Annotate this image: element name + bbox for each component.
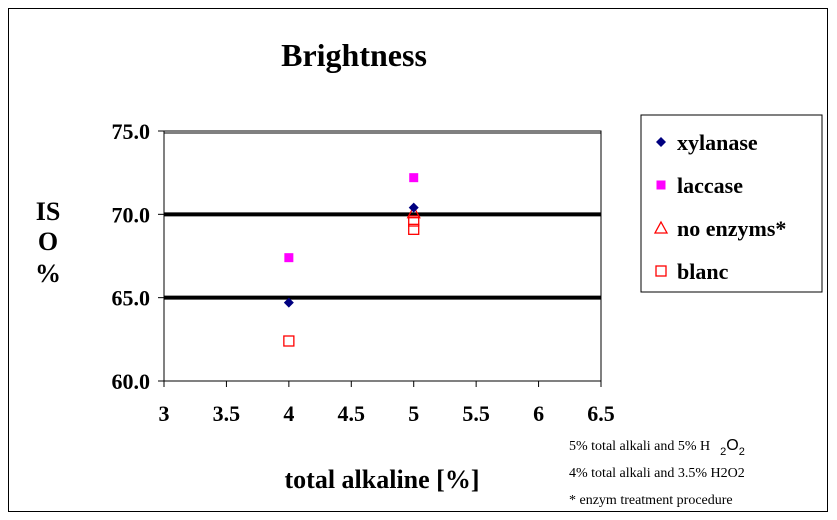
point-blanc — [408, 223, 420, 235]
legend-label-xylanase: xylanase — [677, 130, 758, 155]
note-1-sub1: 2 — [720, 446, 726, 458]
point-noenzyms — [406, 205, 421, 219]
point-xylanase — [283, 297, 294, 308]
point-blanc — [283, 335, 295, 347]
x-tick-label: 4.5 — [338, 401, 366, 426]
legend — [640, 114, 823, 293]
legend-label-blanc: blanc — [677, 259, 729, 284]
legend-marker-laccase — [656, 180, 666, 190]
note-1-text: 5% total alkali and 5% H — [569, 439, 710, 454]
y-tick-label: 60.0 — [112, 369, 151, 394]
x-tick-label: 4 — [283, 401, 294, 426]
point-xylanase — [408, 202, 419, 213]
x-tick-label: 3.5 — [213, 401, 241, 426]
note-1-sub2: 2 — [739, 446, 745, 458]
y-axis-label-line-3: % — [35, 259, 61, 288]
legend-marker-noenzyms — [653, 220, 669, 234]
point-laccase — [284, 253, 294, 263]
x-axis-label: total alkaline [%] — [285, 465, 480, 494]
x-tick-label: 5 — [408, 401, 419, 426]
point-laccase — [409, 173, 419, 183]
point-blanc — [408, 215, 420, 227]
legend-marker-xylanase — [656, 137, 666, 147]
note-3: * enzym treatment procedure — [569, 493, 733, 508]
y-tick-label: 75.0 — [112, 119, 151, 144]
note-1-mid: O — [726, 437, 738, 454]
y-tick-label: 70.0 — [112, 202, 151, 227]
chart-title: Brightness — [281, 37, 427, 73]
x-tick-label: 3 — [159, 401, 170, 426]
x-tick-label: 6.5 — [587, 401, 615, 426]
plot-area — [163, 130, 602, 382]
note-1: 5% total alkali and 5% H 2O2 — [569, 437, 745, 458]
x-tick-label: 6 — [533, 401, 544, 426]
y-tick-label: 65.0 — [112, 286, 151, 311]
legend-label-laccase: laccase — [677, 173, 743, 198]
y-axis-label-line-1: IS — [36, 197, 61, 226]
y-axis-label-line-2: O — [38, 227, 58, 256]
note-2: 4% total alkali and 3.5% H2O2 — [569, 466, 745, 481]
legend-marker-blanc — [655, 265, 667, 277]
legend-label-noenzyms: no enzyms* — [677, 216, 786, 241]
x-tick-label: 5.5 — [462, 401, 490, 426]
